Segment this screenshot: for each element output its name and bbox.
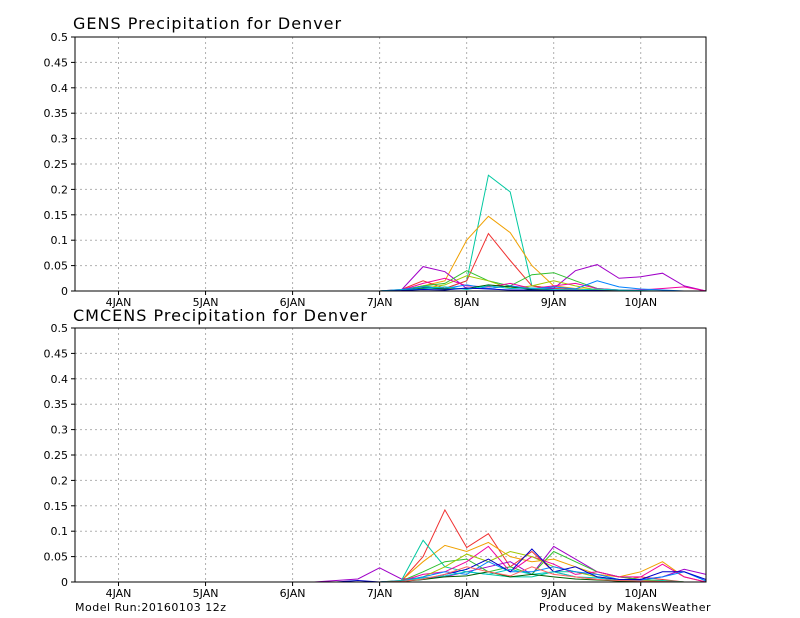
x-tick-label: 9JAN	[541, 587, 567, 600]
x-tick-label: 6JAN	[280, 296, 306, 309]
x-tick-label: 5JAN	[193, 587, 219, 600]
series-line-11	[75, 566, 706, 583]
series-line-2	[75, 232, 706, 292]
y-tick-label: 0.05	[44, 260, 69, 273]
model-run-label: Model Run:20160103 12z	[75, 601, 227, 614]
y-tick-label: 0.15	[44, 209, 69, 222]
y-tick-label: 0.15	[44, 500, 69, 513]
y-tick-label: 0.25	[44, 449, 69, 462]
x-tick-label: 7JAN	[367, 296, 393, 309]
x-tick-label: 10JAN	[624, 587, 657, 600]
y-tick-label: 0.4	[51, 82, 69, 95]
y-tick-label: 0.3	[51, 424, 69, 437]
series-line-2	[75, 545, 707, 583]
series-line-3	[75, 264, 707, 292]
chart-title: CMCENS Precipitation for Denver	[73, 306, 368, 325]
x-tick-label: 4JAN	[106, 587, 132, 600]
series-line-5	[75, 545, 707, 583]
series-line-0	[75, 508, 706, 583]
x-tick-label: 5JAN	[193, 296, 219, 309]
x-tick-label: 4JAN	[106, 296, 132, 309]
x-tick-label: 8JAN	[454, 296, 480, 309]
y-tick-label: 0.25	[44, 158, 69, 171]
y-tick-label: 0.5	[51, 31, 69, 44]
y-tick-label: 0.35	[44, 398, 69, 411]
x-tick-label: 7JAN	[367, 587, 393, 600]
y-tick-label: 0.1	[51, 525, 69, 538]
y-tick-label: 0.2	[51, 474, 69, 487]
y-tick-label: 0.45	[44, 56, 69, 69]
plot-frame	[74, 327, 707, 583]
gens-panel: GENS Precipitation for Denver 0 0.05 0.1 0.1…	[44, 14, 707, 309]
y-tick-label: 0	[61, 285, 68, 298]
y-tick-label: 0.1	[51, 234, 69, 247]
y-tick-label: 0.5	[51, 322, 69, 335]
y-tick-label: 0.3	[51, 133, 69, 146]
y-tick-label: 0.45	[44, 347, 69, 360]
y-tick-label: 0.05	[44, 551, 69, 564]
y-tick-label: 0.35	[44, 107, 69, 120]
y-tick-label: 0.4	[51, 373, 69, 386]
produced-by-label: Produced by MakensWeather	[539, 601, 711, 614]
series-line-1	[75, 541, 707, 583]
x-tick-label: 6JAN	[280, 587, 306, 600]
x-tick-label: 8JAN	[454, 587, 480, 600]
y-tick-label: 0	[61, 576, 68, 589]
x-tick-label: 9JAN	[541, 296, 567, 309]
series-line-8	[75, 548, 707, 583]
x-tick-label: 10JAN	[624, 296, 657, 309]
cmcens-panel: CMCENS Precipitation for Denver 0 0.05 0.1 0…	[44, 306, 707, 600]
series-line-1	[75, 215, 706, 292]
y-tick-label: 0.2	[51, 183, 69, 196]
chart-title: GENS Precipitation for Denver	[73, 14, 342, 33]
plot-frame	[74, 36, 707, 292]
series-line-5	[75, 275, 706, 292]
